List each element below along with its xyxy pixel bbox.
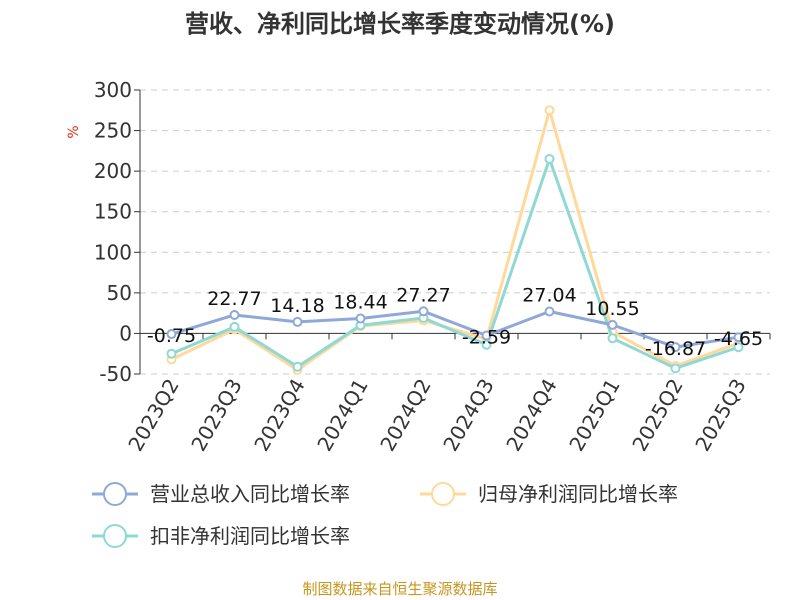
y-tick-label: -50: [99, 362, 132, 386]
series-line: [170, 157, 739, 370]
y-axis-ticks: 300 250 200 150 100 50 0 -50: [94, 78, 141, 386]
legend-label: 归母净利润同比增长率: [478, 482, 678, 506]
data-point: [292, 316, 303, 327]
data-labels: -0.75 22.77 14.18 18.44 27.27 -2.59 27.04 10.55…: [147, 284, 763, 360]
chart-title: 营收、净利同比增长率季度变动情况(%): [185, 10, 615, 38]
data-point: [229, 309, 240, 320]
data-point: [166, 329, 177, 340]
y-tick-label: 100: [94, 240, 132, 264]
data-point: [733, 332, 744, 343]
y-tick-label: 300: [94, 78, 132, 102]
legend-marker: [103, 524, 127, 548]
data-point: [229, 321, 240, 332]
data-point: [166, 348, 177, 359]
x-tick-label: 2024Q2: [375, 375, 435, 456]
data-point: [544, 153, 555, 164]
legend-marker: [103, 482, 127, 506]
grid-lines: [140, 89, 770, 375]
y-tick-label: 150: [94, 200, 132, 224]
data-point: [544, 306, 555, 317]
legend-label: 营业总收入同比增长率: [150, 482, 350, 506]
data-point: [670, 363, 681, 374]
data-point: [418, 306, 429, 317]
data-label: -4.65: [714, 328, 763, 350]
series-line: [171, 309, 739, 349]
data-point: [292, 361, 303, 372]
data-label: 14.18: [270, 295, 324, 317]
data-point: [607, 333, 618, 344]
x-tick-label: 2024Q3: [438, 375, 498, 456]
data-label: 18.44: [333, 291, 387, 313]
data-point: [355, 313, 366, 324]
data-point: [544, 105, 555, 116]
legend-marker: [431, 482, 455, 506]
data-point: [670, 342, 681, 353]
x-tick-label: 2025Q2: [627, 375, 687, 456]
x-tick-label: 2024Q4: [501, 375, 561, 456]
x-tick-label: 2023Q4: [249, 375, 309, 456]
y-tick-label: 0: [119, 321, 132, 345]
data-label: -16.87: [645, 338, 706, 360]
data-label: 22.77: [207, 288, 261, 310]
data-point: [481, 339, 492, 350]
data-label: -2.59: [462, 327, 511, 349]
y-tick-label: 250: [94, 119, 132, 143]
y-axis-unit: %: [66, 125, 82, 138]
data-label: 10.55: [585, 298, 639, 320]
x-tick-label: 2025Q3: [690, 375, 750, 456]
data-point: [481, 330, 492, 341]
x-tick-label: 2024Q1: [312, 375, 372, 456]
source-note: 制图数据来自恒生聚源数据库: [302, 580, 497, 598]
x-tick-label: 2023Q2: [123, 375, 183, 456]
x-tick-label: 2023Q3: [186, 375, 246, 456]
data-point: [733, 342, 744, 353]
y-tick-label: 200: [94, 159, 132, 183]
data-label: 27.27: [396, 284, 450, 306]
data-label: -0.75: [147, 325, 196, 347]
y-tick-label: 50: [107, 281, 132, 305]
data-point: [607, 319, 618, 330]
legend-label: 扣非净利润同比增长率: [150, 524, 350, 548]
x-tick-label: 2025Q1: [564, 375, 624, 456]
data-label: 27.04: [522, 284, 576, 306]
series-layer: [166, 105, 744, 375]
